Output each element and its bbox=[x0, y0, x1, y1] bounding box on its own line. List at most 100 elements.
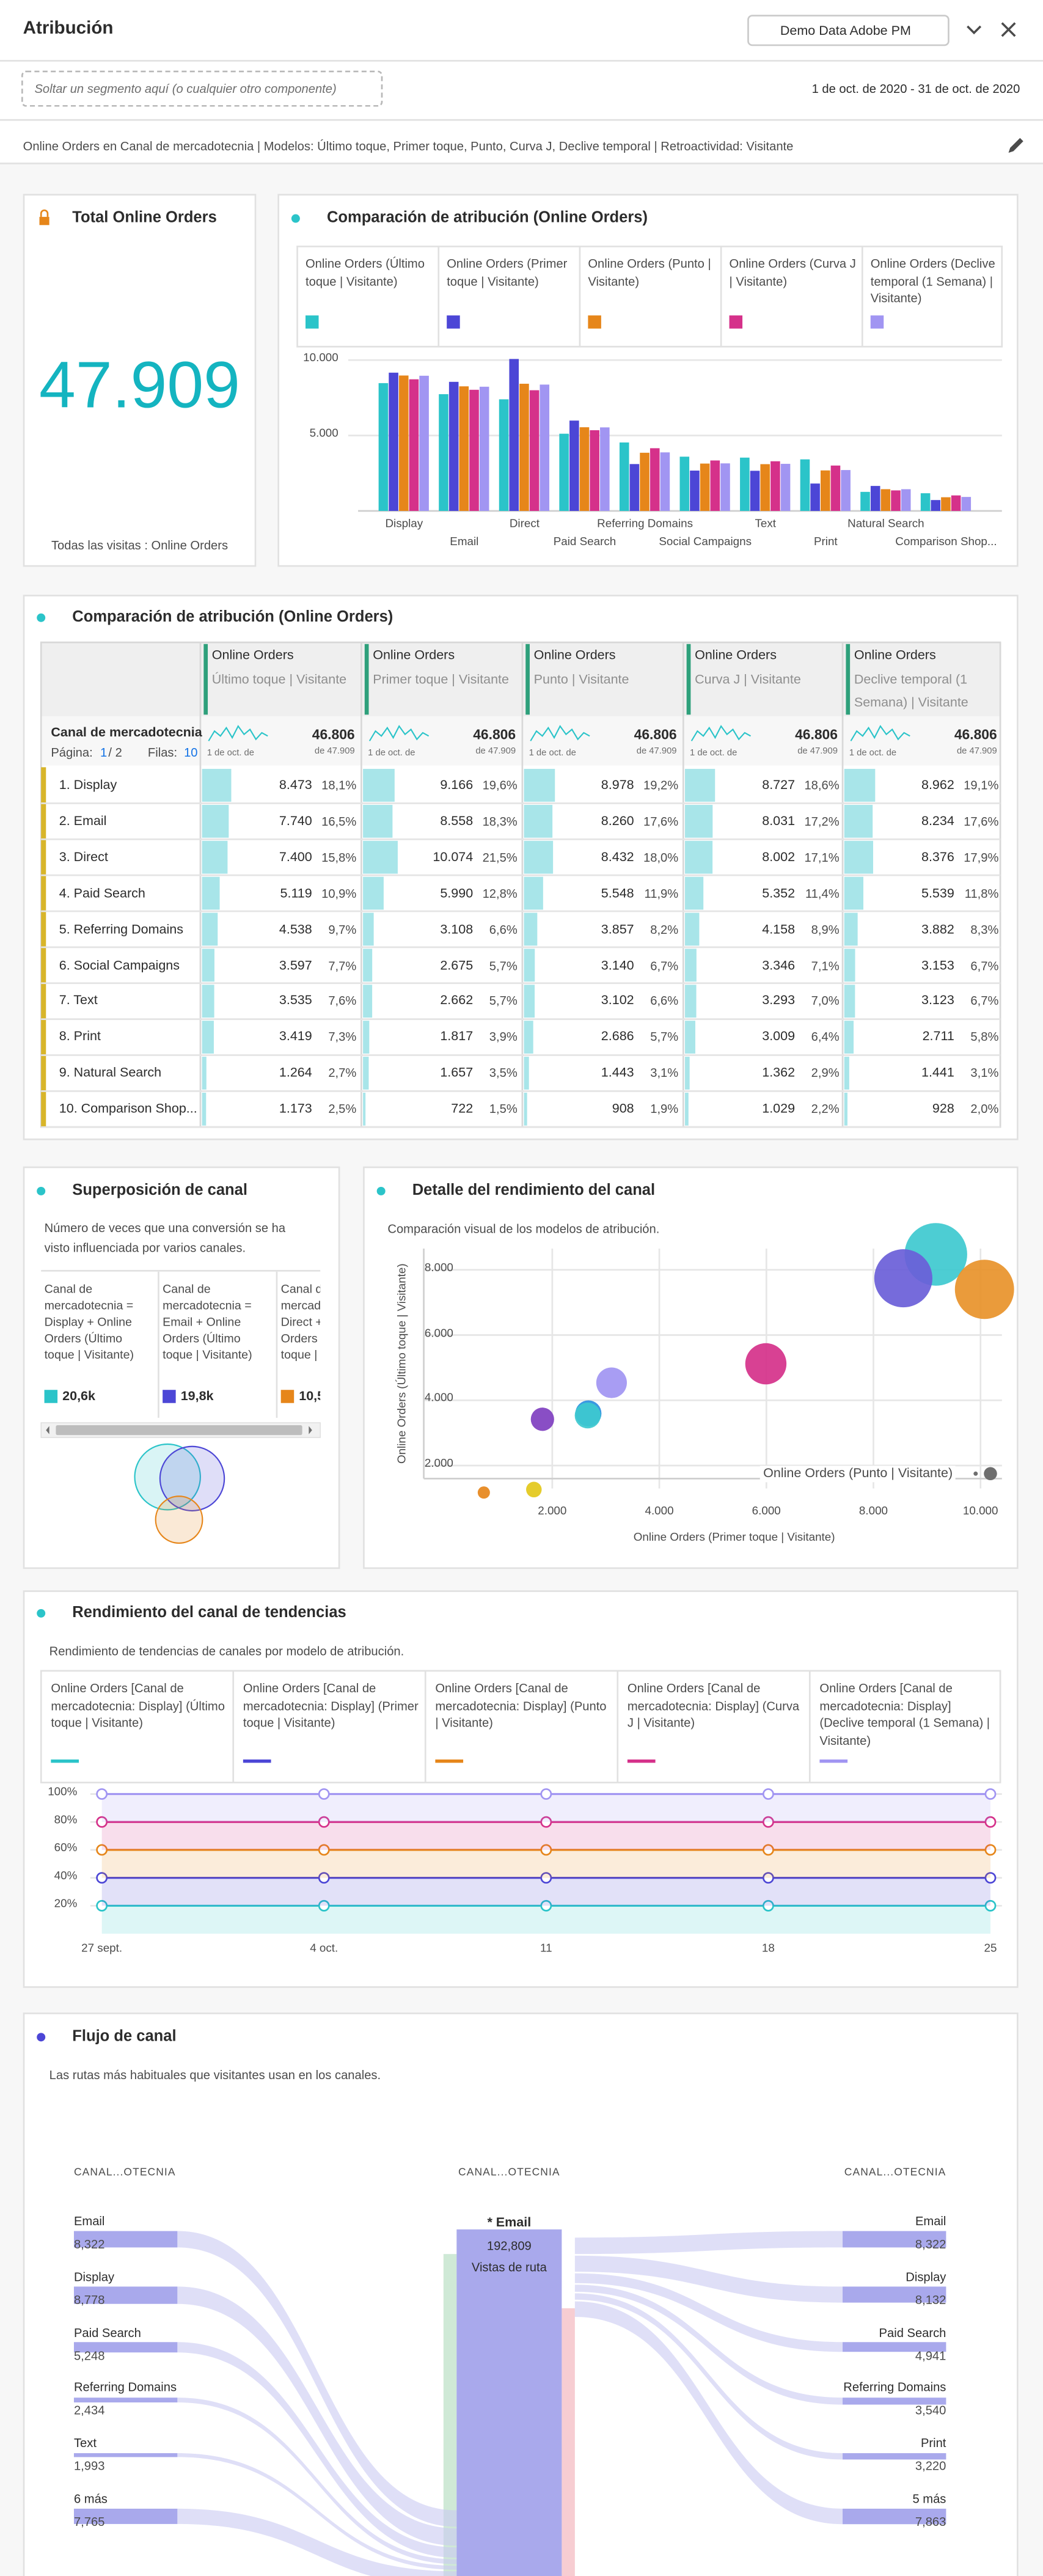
cell-bar bbox=[202, 1021, 214, 1054]
bar bbox=[810, 483, 820, 512]
summary-footer: Todas las visitas : Online Orders bbox=[51, 538, 229, 553]
cell-value: 8.260 bbox=[601, 813, 634, 829]
cell-bar bbox=[524, 840, 554, 874]
flow-band bbox=[177, 2231, 457, 2527]
pagination-total: / 2 bbox=[108, 745, 122, 760]
bar bbox=[870, 486, 880, 512]
rows-count: 10 bbox=[184, 745, 198, 760]
flow-node bbox=[73, 2231, 178, 2248]
cell-value: 1.362 bbox=[762, 1065, 796, 1081]
panel-title: Rendimiento del canal de tendencias bbox=[72, 1604, 346, 1623]
cell-value: 3.346 bbox=[762, 957, 796, 972]
point bbox=[96, 1788, 108, 1800]
cell-value: 2.675 bbox=[440, 957, 474, 972]
cell-bar bbox=[524, 876, 543, 910]
cell-bar bbox=[363, 985, 373, 1018]
legend-value: 20,6k bbox=[62, 1389, 95, 1404]
cell-value: 3.153 bbox=[921, 957, 954, 972]
cell-bar bbox=[363, 1021, 370, 1054]
area bbox=[101, 1906, 990, 1934]
dimension-header: Canal de mercadotecnia bbox=[51, 725, 202, 740]
flow-node-value: 8,778 bbox=[73, 2292, 105, 2308]
point bbox=[984, 1899, 997, 1912]
panel-title: Comparación de atribución (Online Orders… bbox=[72, 608, 393, 627]
cell-bar bbox=[844, 1021, 854, 1054]
bar bbox=[409, 379, 419, 512]
cell-value: 8.962 bbox=[921, 777, 954, 793]
panel-title: Total Online Orders bbox=[72, 209, 217, 227]
bar bbox=[398, 375, 409, 512]
cell-percent: 5,7% bbox=[650, 1029, 679, 1045]
flow-column-header: CANAL...OTECNIA bbox=[458, 2167, 560, 2179]
sparkline bbox=[208, 725, 268, 741]
cell-value: 2.711 bbox=[922, 1029, 954, 1044]
cell-bar bbox=[844, 840, 874, 874]
size-legend-large bbox=[984, 1467, 997, 1481]
column-total-of: de 47.909 bbox=[797, 747, 838, 757]
column-metric: Online Orders bbox=[373, 647, 455, 662]
flow-node-value: 8,322 bbox=[73, 2236, 105, 2252]
x-tick-label: Display bbox=[385, 518, 423, 530]
cell-value: 722 bbox=[451, 1101, 474, 1117]
cell-bar bbox=[524, 1057, 529, 1090]
cell-bar bbox=[202, 840, 228, 874]
cell-percent: 5,7% bbox=[489, 994, 518, 1009]
legend-swatch bbox=[163, 1390, 176, 1403]
bar bbox=[389, 372, 398, 512]
flow-node bbox=[843, 2286, 946, 2303]
point bbox=[96, 1899, 108, 1912]
cell-bar bbox=[684, 840, 713, 874]
segment-dropzone[interactable] bbox=[21, 70, 383, 107]
legend-swatch bbox=[44, 1390, 58, 1403]
cell-bar bbox=[684, 949, 697, 982]
cell-value: 8.002 bbox=[762, 849, 796, 864]
card bbox=[23, 1166, 340, 1569]
title-dot bbox=[376, 1186, 386, 1195]
column-model: Último toque | Visitante bbox=[211, 672, 347, 687]
title-dot bbox=[37, 1186, 46, 1195]
cell-value: 3.535 bbox=[279, 993, 312, 1008]
bar bbox=[820, 470, 830, 512]
flow-node-value: 8,132 bbox=[915, 2292, 946, 2308]
column-model: Primer toque | Visitante bbox=[373, 672, 509, 687]
flow-band bbox=[574, 2231, 843, 2255]
point bbox=[540, 1788, 552, 1800]
bar bbox=[459, 386, 469, 512]
flow-band bbox=[574, 2301, 843, 2525]
flow-node-value: 7,765 bbox=[73, 2514, 105, 2530]
report-suite-dropdown[interactable] bbox=[747, 15, 950, 46]
panel-description: Online Orders en Canal de mercadotecnia … bbox=[23, 139, 794, 154]
flow-node bbox=[843, 2342, 946, 2352]
scatter-point bbox=[477, 1486, 490, 1499]
flow-focus-value: 192,809 bbox=[486, 2238, 532, 2253]
cell-bar bbox=[363, 804, 393, 838]
flow-node-label: Paid Search bbox=[73, 2325, 141, 2340]
y-tick-label: 5.000 bbox=[309, 428, 339, 441]
cell-percent: 3,1% bbox=[970, 1065, 999, 1081]
rows-label: Filas: bbox=[147, 745, 178, 760]
bar bbox=[860, 491, 870, 512]
cell-percent: 15,8% bbox=[321, 849, 357, 865]
x-tick-label: 10.000 bbox=[962, 1506, 998, 1518]
panel-title: Superposición de canal bbox=[72, 1181, 247, 1200]
cell-value: 8.376 bbox=[921, 849, 954, 864]
scatter-point bbox=[596, 1367, 627, 1398]
y-tick-label: 2.000 bbox=[424, 1458, 453, 1470]
cell-bar bbox=[844, 1057, 849, 1090]
metric-marker bbox=[203, 644, 208, 715]
flow-focus-label: * Email bbox=[487, 2215, 532, 2230]
column-total-of: de 47.909 bbox=[956, 747, 997, 757]
bar bbox=[590, 430, 599, 512]
bar bbox=[760, 464, 770, 512]
cell-bar bbox=[844, 876, 863, 910]
flow-node-label: Print bbox=[920, 2435, 946, 2451]
x-tick-label: 11 bbox=[540, 1943, 552, 1955]
cell-value: 1.173 bbox=[279, 1101, 312, 1117]
cell-percent: 11,9% bbox=[644, 886, 679, 901]
scatter-point bbox=[954, 1260, 1014, 1319]
cell-value: 8.031 bbox=[762, 813, 796, 829]
sparkline-label: 1 de oct. de bbox=[690, 749, 737, 759]
column-total-of: de 47.909 bbox=[636, 747, 677, 757]
cell-value: 4.538 bbox=[279, 921, 312, 936]
bar bbox=[961, 497, 972, 512]
